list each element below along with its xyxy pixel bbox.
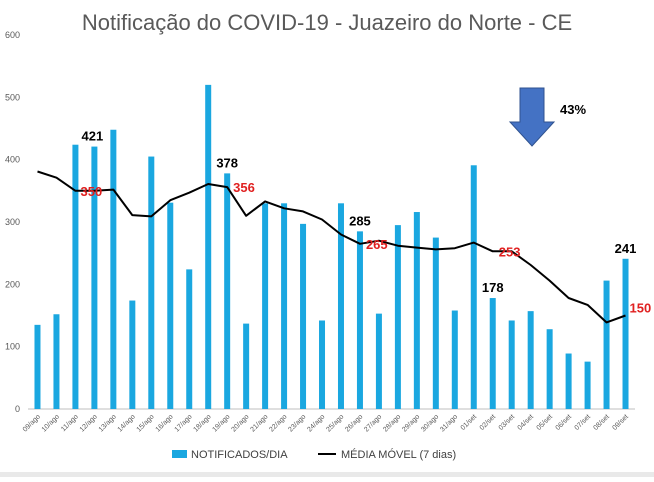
data-label: 350 <box>81 184 103 199</box>
x-tick-label: 09/ago <box>22 413 42 433</box>
x-tick-label: 26/ago <box>344 413 364 433</box>
bar <box>72 144 79 409</box>
y-tick-label: 600 <box>5 30 20 40</box>
data-label: 253 <box>499 244 521 259</box>
y-tick-label: 0 <box>15 404 20 414</box>
x-tick-label: 25/ago <box>325 413 345 433</box>
bar <box>205 84 212 409</box>
data-label: 150 <box>630 301 652 316</box>
x-tick-label: 28/ago <box>382 413 402 433</box>
bar <box>432 237 439 409</box>
data-label: 265 <box>366 237 388 252</box>
x-tick-label: 08/set <box>593 413 611 431</box>
bar <box>451 310 458 409</box>
data-label: 356 <box>233 180 255 195</box>
bar <box>356 231 363 409</box>
x-tick-label: 18/ago <box>193 413 213 433</box>
bar <box>394 225 401 409</box>
x-tick-label: 05/set <box>536 413 554 431</box>
y-tick-label: 100 <box>5 342 20 352</box>
x-tick-label: 29/ago <box>401 413 421 433</box>
bar <box>337 203 344 409</box>
bar <box>489 298 496 409</box>
y-tick-label: 300 <box>5 217 20 227</box>
legend-label-line: MÉDIA MÓVEL (7 dias) <box>341 448 456 461</box>
bar <box>34 324 41 409</box>
x-tick-label: 22/ago <box>268 413 288 433</box>
x-tick-label: 07/set <box>574 413 592 431</box>
x-tick-label: 10/ago <box>41 413 61 433</box>
bar <box>413 212 420 409</box>
bar <box>527 311 534 409</box>
data-label: 178 <box>482 280 504 295</box>
bar <box>110 129 117 409</box>
bar <box>470 165 477 409</box>
chart-title: Notificação do COVID-19 - Juazeiro do No… <box>82 10 572 35</box>
x-tick-label: 30/ago <box>420 413 440 433</box>
bar <box>186 269 193 409</box>
bar <box>129 300 136 409</box>
x-tick-label: 14/ago <box>117 413 137 433</box>
down-arrow-icon <box>508 87 556 147</box>
bar <box>300 223 307 409</box>
bar <box>375 313 382 409</box>
bar <box>148 156 155 409</box>
bar <box>603 280 610 409</box>
x-tick-label: 03/set <box>498 413 516 431</box>
x-tick-label: 31/ago <box>439 413 459 433</box>
bar <box>243 323 250 409</box>
x-tick-label: 06/set <box>555 413 573 431</box>
x-tick-label: 09/set <box>611 413 629 431</box>
bar <box>622 258 629 409</box>
x-tick-label: 11/ago <box>60 413 80 433</box>
moving-average-line <box>37 170 626 324</box>
data-label: 241 <box>615 241 637 256</box>
x-tick-label: 15/ago <box>136 413 156 433</box>
x-tick-label: 01/set <box>460 413 478 431</box>
callout-percentage: 43% <box>560 102 586 117</box>
legend-swatch-bars <box>172 450 187 458</box>
x-tick-label: 20/ago <box>230 413 250 433</box>
bar <box>584 361 591 409</box>
x-tick-label: 13/ago <box>98 413 118 433</box>
x-tick-label: 04/set <box>517 413 535 431</box>
bar <box>224 173 231 409</box>
x-tick-label: 24/ago <box>306 413 326 433</box>
y-tick-label: 400 <box>5 155 20 165</box>
bar <box>262 203 269 409</box>
x-tick-label: 23/ago <box>287 413 307 433</box>
bar <box>91 146 98 409</box>
bar <box>565 353 572 409</box>
bar <box>281 203 288 409</box>
y-tick-label: 500 <box>5 92 20 102</box>
y-tick-label: 200 <box>5 279 20 289</box>
data-label: 378 <box>216 155 238 170</box>
bar <box>508 320 515 409</box>
x-tick-label: 12/ago <box>79 413 99 433</box>
bar <box>319 320 326 409</box>
bar <box>53 314 60 409</box>
x-tick-label: 02/set <box>479 413 497 431</box>
x-tick-label: 19/ago <box>211 413 231 433</box>
data-label: 421 <box>82 129 104 144</box>
bar <box>167 202 174 409</box>
bottom-divider <box>0 472 654 477</box>
bar <box>546 329 553 409</box>
data-label: 285 <box>349 213 371 228</box>
legend-label-bars: NOTIFICADOS/DIA <box>191 449 288 461</box>
x-tick-label: 17/ago <box>174 413 194 433</box>
x-tick-label: 27/ago <box>363 413 383 433</box>
x-tick-label: 21/ago <box>249 413 269 433</box>
x-tick-label: 16/ago <box>155 413 175 433</box>
